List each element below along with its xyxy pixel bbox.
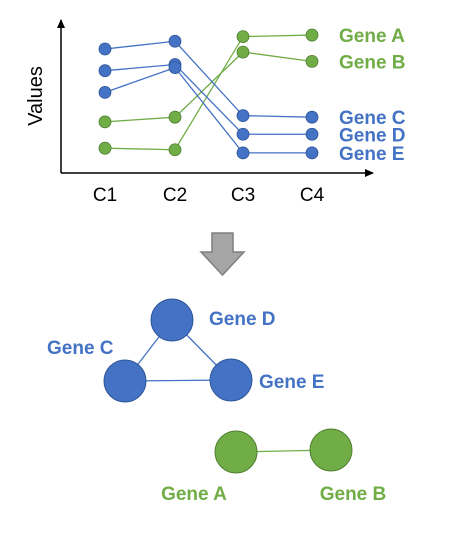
y-axis-label: Values — [25, 66, 47, 126]
series-label-gene-d: Gene D — [339, 125, 406, 146]
data-point-gene-d-c4 — [305, 127, 319, 141]
data-point-gene-a-c3 — [236, 30, 250, 43]
transform-down-arrow-icon — [199, 232, 246, 277]
x-tick-labels: C1 C2 C3 C4 — [93, 185, 325, 206]
network-node-gene-a — [214, 430, 258, 474]
data-point-gene-a-c1 — [98, 141, 112, 155]
series-label-gene-b: Gene B — [339, 52, 406, 73]
series-lines — [104, 34, 313, 154]
data-point-gene-a-c4 — [305, 28, 319, 42]
series-line-gene-c — [104, 40, 313, 118]
series-points — [98, 28, 319, 160]
network-node-gene-b — [309, 428, 353, 472]
data-point-gene-b-c3 — [236, 45, 250, 59]
data-point-gene-e-c2 — [168, 61, 182, 74]
data-point-gene-d-c1 — [98, 64, 112, 78]
series-label-gene-a: Gene A — [339, 26, 405, 47]
data-point-gene-c-c3 — [236, 109, 250, 123]
series-line-gene-a — [104, 34, 313, 151]
network-node-gene-c — [103, 359, 147, 403]
network-node-label-gene-e: Gene E — [259, 372, 324, 393]
network-node-label-gene-a: Gene A — [161, 484, 227, 505]
network-nodes — [103, 298, 353, 474]
x-tick-label: C1 — [93, 185, 117, 206]
network-node-label-gene-c: Gene C — [47, 338, 114, 359]
series-label-gene-c: Gene C — [339, 108, 406, 129]
data-point-gene-b-c1 — [98, 115, 112, 129]
network-node-gene-e — [209, 358, 253, 402]
data-point-gene-b-c4 — [305, 55, 319, 68]
x-tick-label: C2 — [163, 185, 187, 206]
network-node-gene-d — [150, 298, 194, 342]
x-tick-label: C3 — [231, 185, 255, 206]
data-point-gene-e-c3 — [236, 146, 250, 160]
series-line-gene-d — [104, 63, 312, 135]
network-node-label-gene-d: Gene D — [209, 309, 276, 330]
data-point-gene-e-c1 — [98, 86, 112, 99]
data-point-gene-b-c2 — [168, 110, 182, 124]
network-node-label-gene-b: Gene B — [320, 484, 387, 505]
data-point-gene-d-c3 — [236, 127, 250, 141]
data-point-gene-c-c2 — [168, 34, 182, 48]
coexpression-network: Gene D Gene C Gene E Gene A Gene B — [47, 298, 386, 505]
series-label-gene-e: Gene E — [339, 144, 404, 165]
data-point-gene-a-c2 — [168, 143, 182, 157]
data-point-gene-c-c4 — [305, 110, 319, 124]
x-tick-label: C4 — [300, 185, 325, 206]
data-point-gene-e-c4 — [305, 146, 319, 160]
series-line-gene-b — [104, 51, 313, 123]
network-labels: Gene D Gene C Gene E Gene A Gene B — [47, 309, 386, 505]
data-point-gene-c-c1 — [98, 42, 112, 56]
series-line-gene-e — [104, 66, 312, 154]
